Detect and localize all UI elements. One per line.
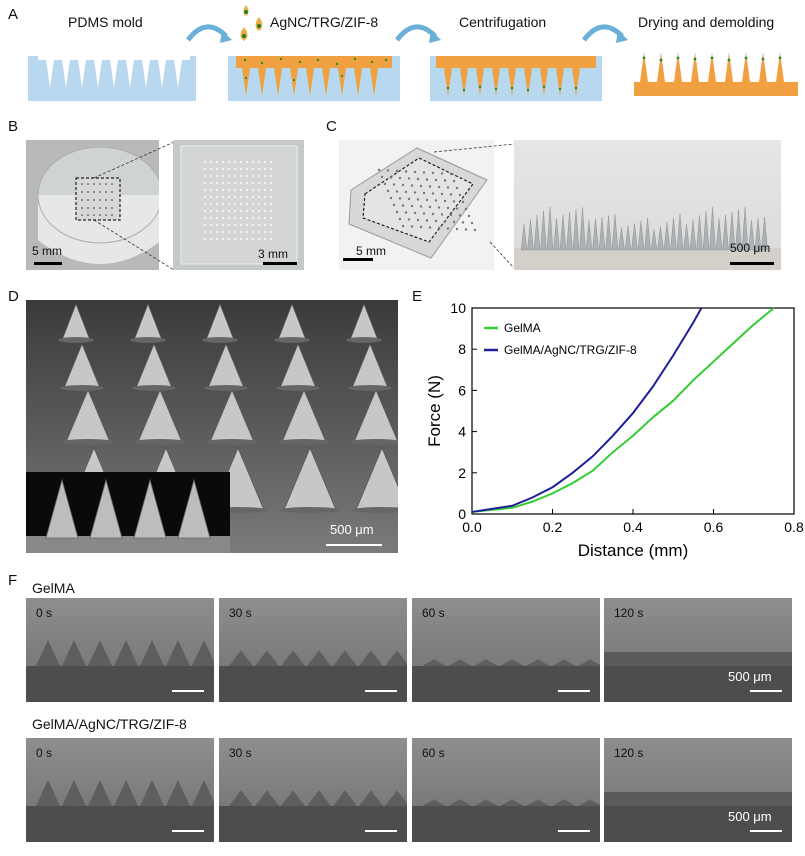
pdms-mold-photo (26, 140, 159, 270)
sem-inset-photo (26, 472, 230, 553)
x-tick-label: 0.4 (623, 519, 643, 535)
dissolution-frame: 60 s (412, 738, 600, 842)
time-label: 120 s (614, 746, 644, 760)
scale-label-f: 500 μm (728, 669, 772, 684)
time-label: 120 s (614, 606, 644, 620)
series-line-1 (471, 307, 703, 513)
droplet-icon (240, 5, 263, 41)
x-tick-label: 0.2 (543, 519, 563, 535)
dissolution-frame: 30 s (219, 738, 407, 842)
panel-letter-b: B (8, 118, 19, 135)
y-tick-label: 10 (450, 300, 466, 316)
step-label-agnc-trg-zif8: AgNC/TRG/ZIF-8 (270, 14, 379, 30)
time-label: 0 s (36, 746, 53, 760)
row-label-gelma: GelMA (32, 580, 75, 596)
x-axis-label: Distance (mm) (578, 541, 689, 560)
mold-closeup-photo (173, 140, 304, 270)
dissolution-frame: 60 s (412, 598, 600, 702)
y-tick-label: 2 (458, 465, 466, 481)
y-tick-label: 4 (458, 424, 466, 440)
y-tick-label: 8 (458, 341, 466, 357)
step-label-drying-demolding: Drying and demolding (638, 14, 775, 30)
scale-label-b-right: 3 mm (258, 247, 288, 261)
time-label: 60 s (422, 606, 445, 620)
force-distance-chart: 0.0 0.2 0.4 0.6 0.8 0 2 4 6 8 10 Distance (mm) Force… (425, 300, 804, 560)
time-label: 30 s (229, 746, 252, 760)
scale-label-c-right: 500 μm (730, 241, 771, 255)
zoom-lines-c (433, 143, 515, 269)
plot-area (471, 307, 795, 515)
panel-letter-a: A (8, 6, 19, 23)
scale-label-b-left: 5 mm (32, 244, 62, 258)
y-tick-label: 0 (458, 506, 466, 522)
time-label: 30 s (229, 606, 252, 620)
scale-label-d: 500 μm (330, 522, 374, 537)
y-axis-label: Force (N) (425, 375, 444, 447)
dissolution-frame: 120 s 500 μm (604, 598, 792, 702)
fabrication-schematic (28, 5, 798, 101)
dissolution-frame: 120 s 500 μm (604, 738, 792, 842)
microneedle-patch-illustration (634, 52, 798, 96)
filled-mold-illustration (228, 56, 400, 101)
y-tick-label: 6 (458, 382, 466, 398)
panel-letter-d: D (8, 288, 19, 305)
scale-label-c-left: 5 mm (356, 244, 386, 258)
patch-side-view-photo (514, 140, 781, 270)
time-label: 0 s (36, 606, 53, 620)
dissolution-frame: 0 s (26, 598, 214, 702)
curved-arrow-icon (186, 24, 624, 42)
sem-microneedle-photo (26, 300, 398, 553)
dissolution-frame: 0 s (26, 738, 214, 842)
legend-label-1: GelMA/AgNC/TRG/ZIF-8 (504, 343, 637, 357)
x-tick-label: 0.8 (784, 519, 804, 535)
x-tick-label: 0.0 (462, 519, 482, 535)
x-tick-label: 0.6 (704, 519, 724, 535)
dissolution-frame: 30 s (219, 598, 407, 702)
legend-label-0: GelMA (504, 321, 541, 335)
time-label: 60 s (422, 746, 445, 760)
panel-letter-f: F (8, 572, 18, 589)
panel-letter-c: C (326, 118, 337, 135)
row-label-composite: GelMA/AgNC/TRG/ZIF-8 (32, 716, 187, 732)
step-label-pdms-mold: PDMS mold (68, 14, 143, 30)
series-line-0 (471, 307, 775, 513)
patch-photo (339, 140, 494, 270)
scale-label-f: 500 μm (728, 809, 772, 824)
centrifuged-mold-illustration (430, 56, 602, 101)
pdms-mold-illustration (28, 56, 196, 101)
zoom-lines-b (93, 141, 175, 271)
step-label-centrifugation: Centrifugation (459, 14, 547, 30)
panel-letter-e: E (412, 288, 423, 305)
